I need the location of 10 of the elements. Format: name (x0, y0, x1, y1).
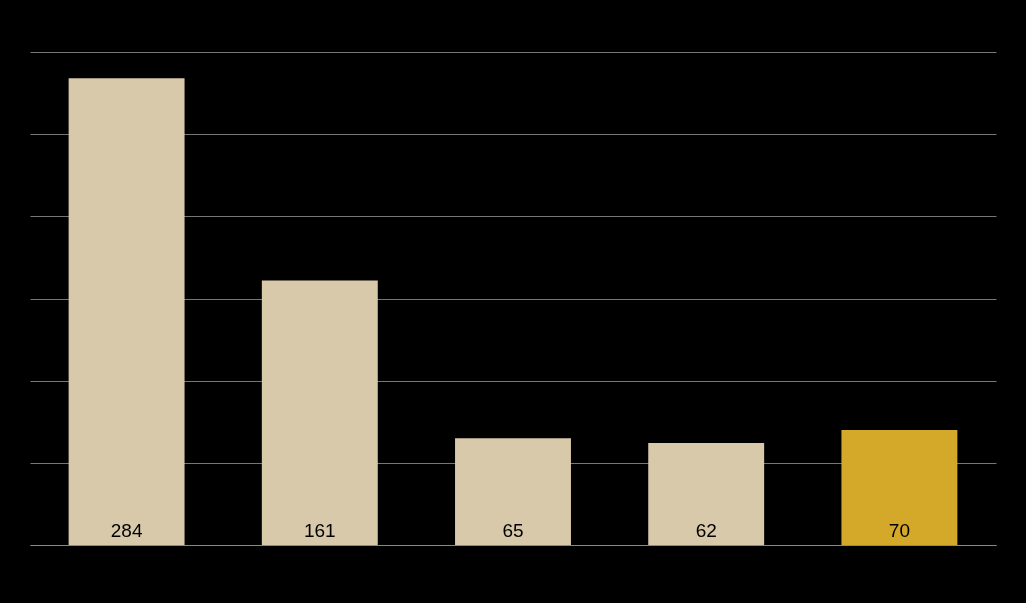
data-label: 62 (695, 520, 717, 541)
data-label: 161 (303, 520, 336, 541)
bar (648, 443, 765, 545)
bar (68, 78, 185, 545)
data-label: 284 (110, 520, 143, 541)
bar (261, 280, 378, 545)
data-label: 65 (502, 520, 524, 541)
bar (841, 429, 958, 545)
bar (455, 438, 571, 545)
data-label: 70 (888, 520, 910, 541)
